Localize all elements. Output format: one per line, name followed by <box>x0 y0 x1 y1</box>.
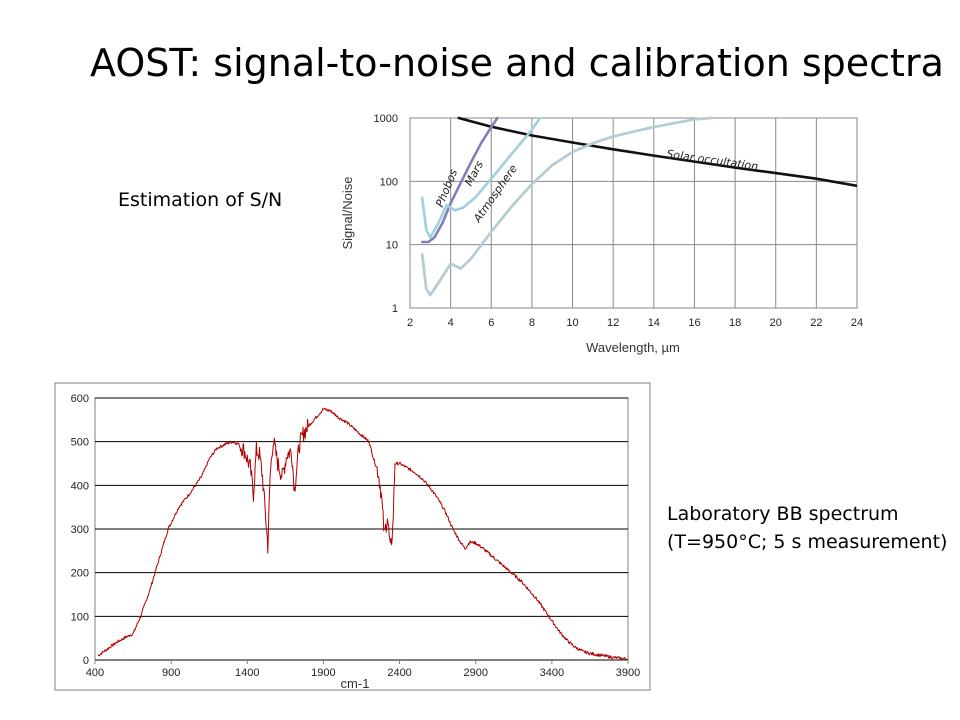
slide-title: AOST: signal-to-noise and calibration sp… <box>90 41 944 85</box>
chart2-x-axis-label: cm-1 <box>341 676 370 691</box>
chart1-series <box>420 116 857 297</box>
chart1-y-tick-label: 100 <box>380 176 398 188</box>
chart1-y-ticks: 1 10 100 1000 <box>374 113 398 315</box>
chart1-x-tick-label: 20 <box>770 317 782 329</box>
chart2-x-tick-label: 3400 <box>540 667 564 679</box>
chart1-series-phobos <box>420 116 499 244</box>
chart2-x-tick-label: 1900 <box>311 667 335 679</box>
chart1-plot-frame <box>409 117 858 309</box>
chart1-x-axis-label: Wavelength, µm <box>586 340 680 355</box>
chart2-y-tick-label: 300 <box>71 524 89 536</box>
chart2-x-tick-label: 900 <box>162 667 180 679</box>
chart1-series-mars <box>420 116 542 239</box>
chart2-grid <box>95 397 628 661</box>
chart2-y-tick-label: 200 <box>71 568 89 580</box>
chart2-x-ticks: 400 900 1400 1900 2400 2900 3400 3900 <box>86 660 640 679</box>
chart1-x-tick-label: 10 <box>566 317 578 329</box>
chart2-y-tick-label: 100 <box>71 611 89 623</box>
chart2-x-tick-label: 2400 <box>387 667 411 679</box>
chart1-x-tick-label: 16 <box>688 317 700 329</box>
chart2-x-tick-label: 2900 <box>463 667 487 679</box>
chart1-x-tick-label: 8 <box>529 317 535 329</box>
sn-estimation-label: Estimation of S/N <box>118 189 283 211</box>
chart1-x-tick-label: 2 <box>407 317 413 329</box>
chart2-x-tick-label: 3900 <box>616 667 640 679</box>
chart2-y-tick-label: 500 <box>71 437 89 449</box>
chart1-x-tick-label: 12 <box>607 317 619 329</box>
chart2-series <box>97 407 629 661</box>
chart1-x-tick-label: 14 <box>648 317 660 329</box>
chart1-x-tick-label: 4 <box>448 317 454 329</box>
lab-spectrum-label-line1: Laboratory BB spectrum <box>667 503 899 525</box>
chart1-series-atmosphere <box>420 116 713 297</box>
chart1-y-axis-label: Signal/Noise <box>340 177 355 250</box>
chart2-y-ticks: 0 100 200 300 400 500 600 <box>71 393 89 667</box>
chart1-series-solar-occultation <box>457 116 857 188</box>
chart1-y-tick-label: 1 <box>392 303 398 315</box>
chart1-x-tick-label: 22 <box>810 317 822 329</box>
chart2-y-tick-label: 400 <box>71 480 89 492</box>
chart2-y-tick-label: 0 <box>83 655 89 667</box>
chart1-y-tick-label: 1000 <box>374 113 398 125</box>
chart1-y-tick-label: 10 <box>386 240 398 252</box>
bb-spectrum-chart: 400 900 1400 1900 2400 2900 3400 3900 0 100 200 30… <box>54 382 651 691</box>
chart2-x-tick-label: 400 <box>86 667 104 679</box>
lab-spectrum-label: Laboratory BB spectrum (T=950°C; 5 s mea… <box>667 500 947 556</box>
chart1-grid <box>409 117 858 309</box>
chart1-x-tick-label: 24 <box>851 317 863 329</box>
chart1-x-ticks: 2 4 6 8 10 12 14 16 18 20 22 24 <box>407 317 863 329</box>
chart1-x-tick-label: 18 <box>729 317 741 329</box>
chart2-x-tick-label: 1400 <box>235 667 259 679</box>
chart2-spectrum-line <box>97 407 629 661</box>
chart1-x-tick-label: 6 <box>488 317 494 329</box>
lab-spectrum-label-line2: (T=950°C; 5 s measurement) <box>667 531 948 553</box>
chart2-y-tick-label: 600 <box>71 393 89 405</box>
